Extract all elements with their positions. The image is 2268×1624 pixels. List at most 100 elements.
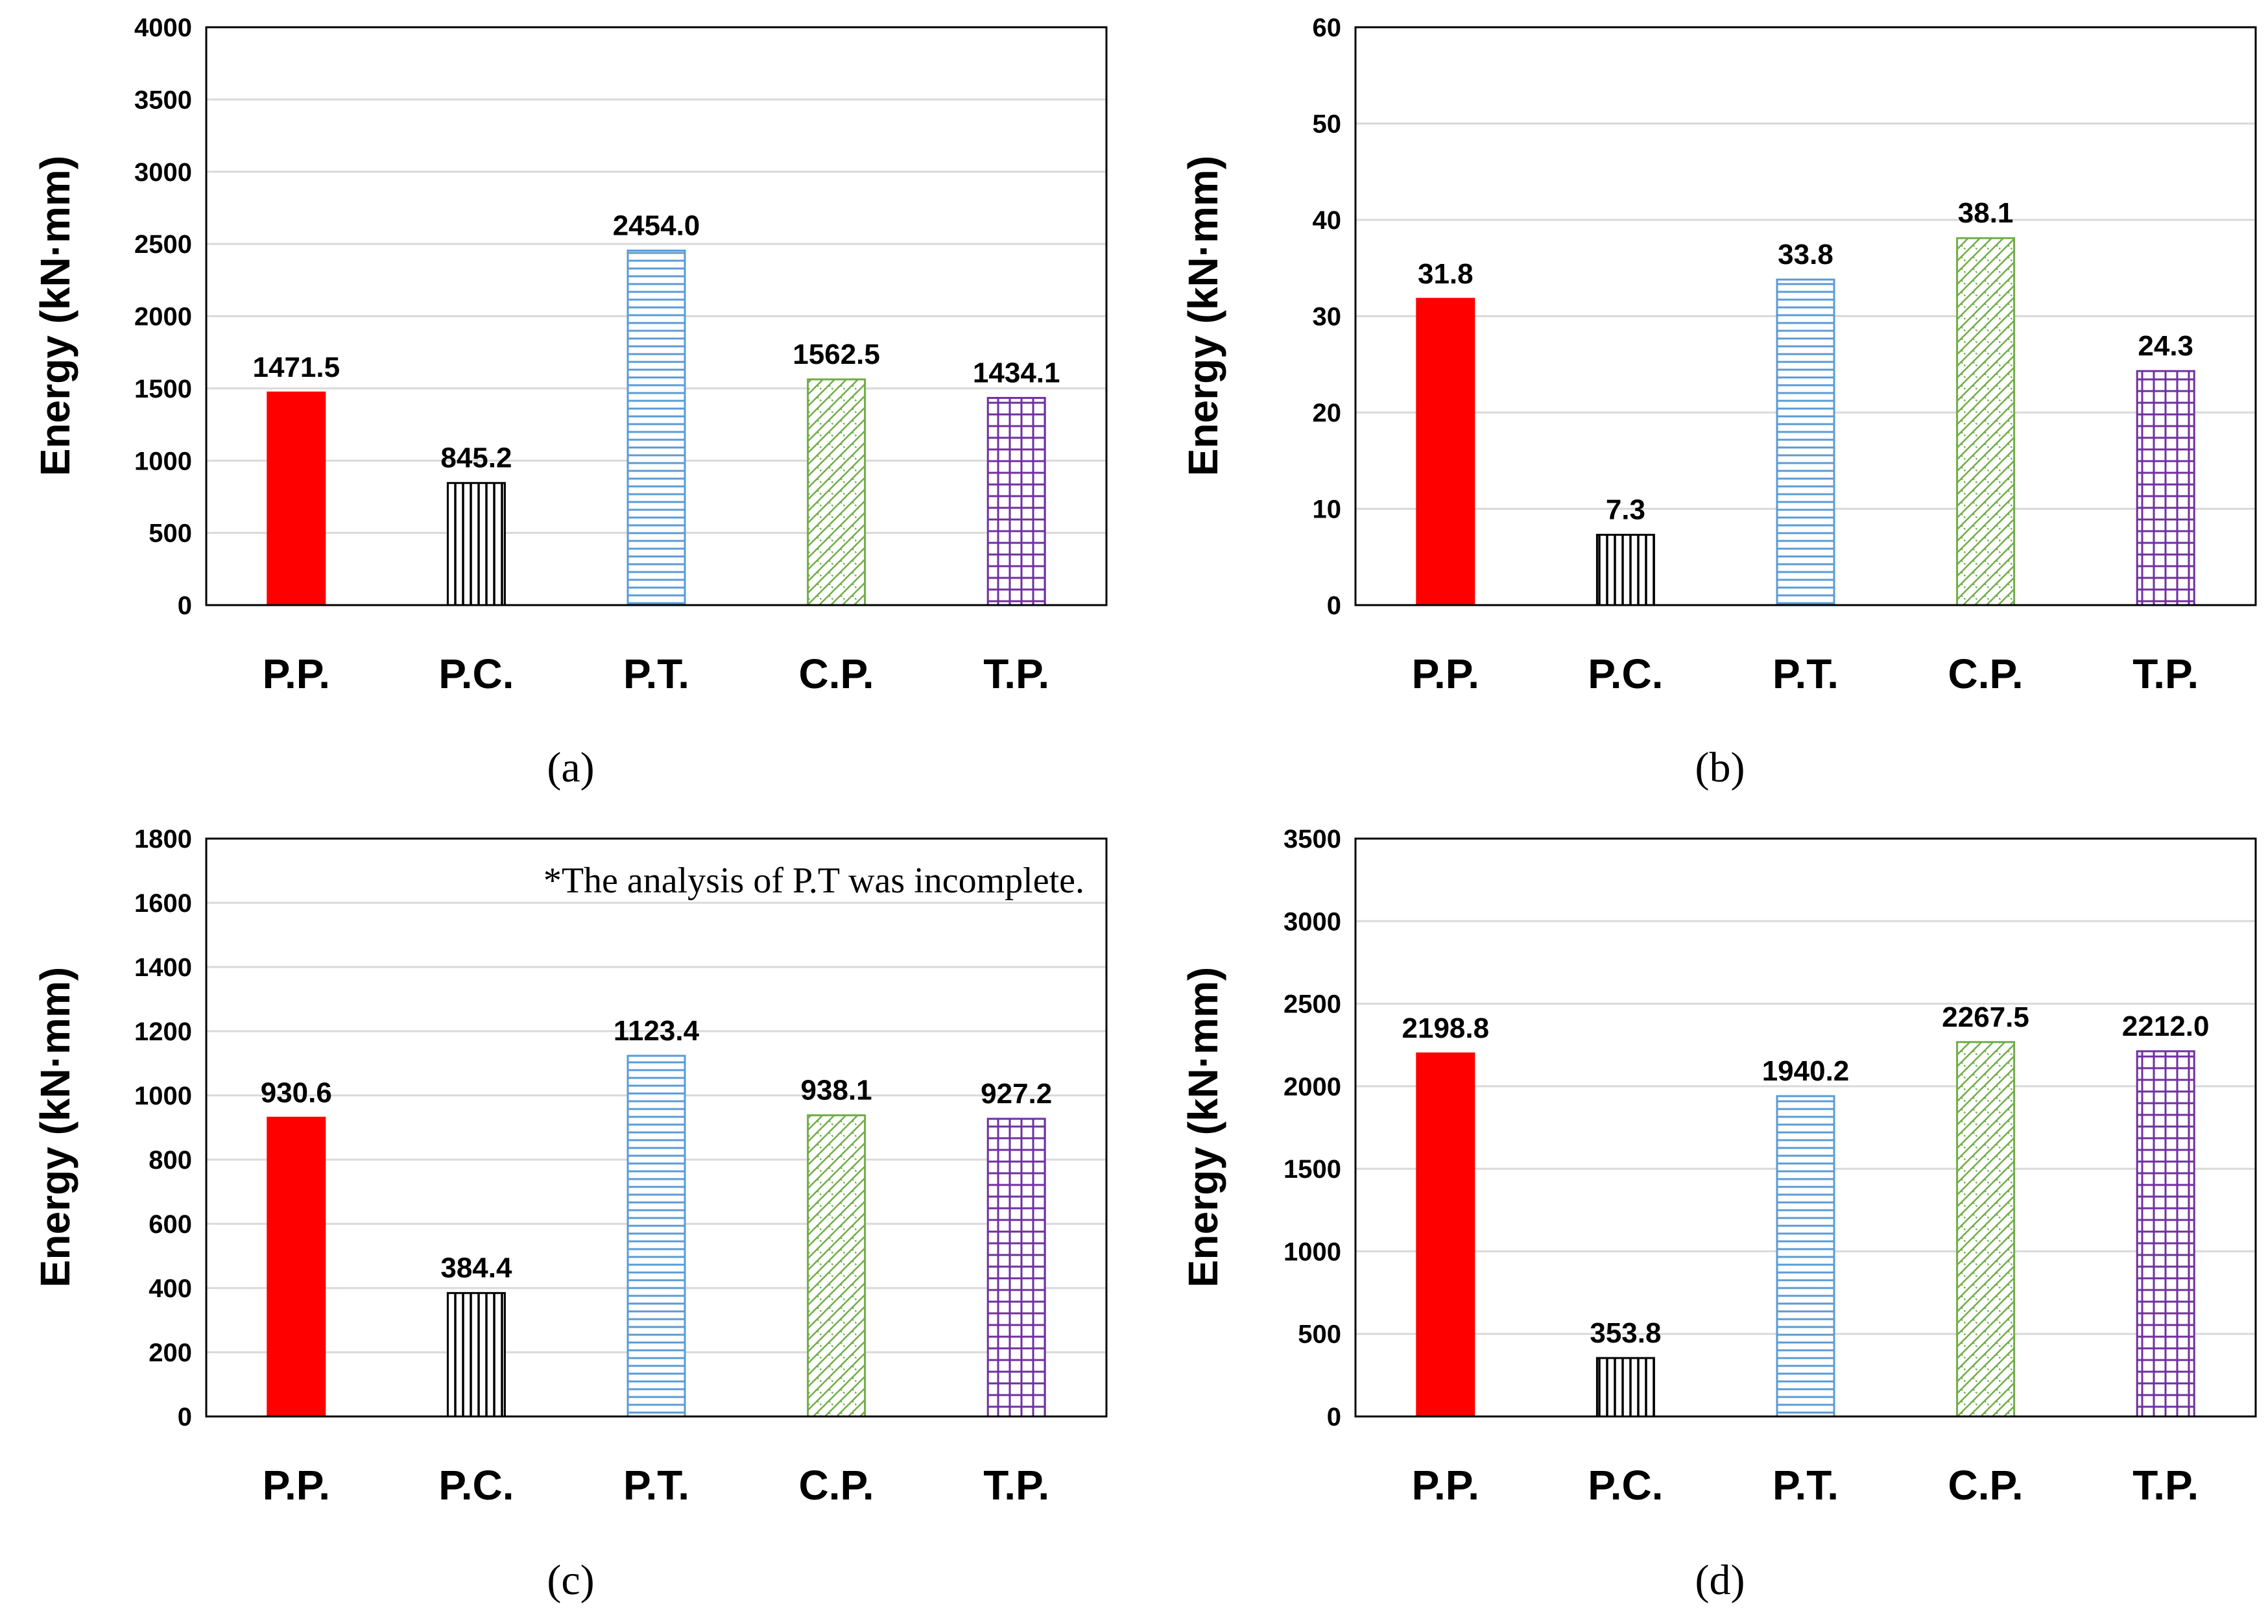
panel-c-value-labels: 930.6 384.4 1123.4 938.1 927.2 [261,1015,1053,1284]
y-tick-label: 200 [149,1339,192,1367]
panel-b-value-labels: 31.8 7.3 33.8 38.1 24.3 [1418,197,2193,525]
panel-b-label: (b) [1695,744,1745,791]
panel-d-frame [1354,837,2257,1418]
y-tick-label: 1000 [134,447,192,475]
y-tick-label: 1000 [134,1082,192,1110]
category-label: P.P. [263,651,330,697]
panel-b: 0 10 20 30 40 50 60 P.P. P.C. P.T. C.P. T.P. 31.8 7… [1180,14,2257,791]
y-tick-label: 1200 [134,1018,192,1046]
y-tick-label: 0 [178,591,192,620]
y-tick-label: 1800 [134,825,192,854]
bar-pp [267,391,326,606]
panel-b-bars [1416,237,2195,606]
y-tick-label: 1500 [134,375,192,403]
bar-tp [986,1117,1046,1418]
data-label: 2212.0 [2122,1010,2210,1042]
category-label: T.P. [2132,1462,2199,1509]
bar-cp [807,378,866,606]
category-label: P.T. [1773,651,1839,697]
bar-tp [986,397,1046,606]
panel-c-label: (c) [547,1557,594,1604]
y-tick-label: 600 [149,1210,192,1239]
data-label: 384.4 [440,1252,512,1284]
panel-b-yticks: 0 10 20 30 40 50 60 [1313,14,1342,620]
bar-pt [1776,1095,1835,1418]
y-tick-label: 2500 [1283,990,1341,1019]
data-label: 1123.4 [614,1015,700,1047]
data-label: 353.8 [1590,1317,1661,1349]
bar-pc [1595,1357,1655,1418]
data-label: 1434.1 [973,357,1060,389]
data-label: 7.3 [1606,494,1645,526]
data-label: 1471.5 [253,352,340,383]
y-tick-label: 1600 [134,889,192,918]
panel-a-yticks: 0 500 1000 1500 2000 2500 3000 3500 4000 [134,14,192,620]
panel-c-bars [267,1055,1046,1418]
panel-c-categories: P.P. P.C. P.T. C.P. T.P. [263,1462,1050,1509]
category-label: T.P. [983,1462,1049,1509]
panel-a: 0 500 1000 1500 2000 2500 3000 3500 4000 P.P. P.C… [32,14,1108,791]
data-label: 2198.8 [1402,1012,1490,1044]
y-tick-label: 4000 [134,14,192,42]
panel-a-bars [267,249,1046,606]
category-label: P.T. [623,1462,689,1509]
panel-d-ylabel: Energy (kN·mm) [1180,967,1226,1287]
bar-pc [1595,534,1655,606]
y-tick-label: 1400 [134,953,192,982]
y-tick-label: 1000 [1283,1237,1341,1266]
y-tick-label: 0 [178,1403,192,1431]
category-label: P.C. [1588,651,1663,697]
category-label: P.T. [623,651,689,697]
panel-d: 0 500 1000 1500 2000 2500 3000 3500 P.P. P.C. P.T… [1180,825,2257,1604]
data-label: 33.8 [1778,239,1833,270]
bar-pp [267,1116,326,1418]
y-tick-label: 50 [1313,110,1342,139]
panel-b-categories: P.P. P.C. P.T. C.P. T.P. [1412,651,2199,697]
category-label: P.C. [1588,1462,1663,1509]
data-label: 24.3 [2138,330,2193,362]
category-label: P.T. [1773,1462,1839,1509]
data-label: 2267.5 [1942,1001,2029,1033]
data-label: 1562.5 [793,339,880,370]
y-tick-label: 800 [149,1146,192,1175]
data-label: 31.8 [1418,258,1474,290]
panel-a-value-labels: 1471.5 845.2 2454.0 1562.5 1434.1 [253,209,1060,473]
category-label: P.P. [263,1462,330,1509]
data-label: 938.1 [801,1075,872,1106]
y-tick-label: 0 [1327,1403,1341,1431]
bar-pp [1416,298,1475,606]
category-label: C.P. [798,651,874,697]
category-label: C.P. [1948,1462,2023,1509]
panel-d-yticks: 0 500 1000 1500 2000 2500 3000 3500 [1283,825,1341,1431]
category-label: P.P. [1412,651,1479,697]
y-tick-label: 500 [1298,1320,1341,1349]
y-tick-label: 20 [1313,399,1342,427]
y-tick-label: 3000 [134,158,192,187]
panel-a-frame [205,26,1108,606]
y-tick-label: 500 [149,519,192,548]
panel-a-ylabel: Energy (kN·mm) [32,156,78,476]
y-tick-label: 30 [1313,303,1342,331]
category-label: P.C. [438,651,514,697]
panel-a-label: (a) [547,744,594,791]
bar-cp [807,1114,866,1418]
bar-pt [1776,278,1835,606]
bar-cp [1956,237,2016,606]
category-label: C.P. [1948,651,2023,697]
y-tick-label: 3500 [134,86,192,114]
data-label: 927.2 [981,1078,1052,1110]
panel-b-frame [1354,26,2257,606]
category-label: T.P. [2132,651,2199,697]
bar-pp [1416,1052,1475,1418]
panel-b-ylabel: Energy (kN·mm) [1180,156,1226,476]
data-label: 2454.0 [613,209,700,241]
data-label: 845.2 [440,442,512,474]
panel-c-yticks: 0 200 400 600 800 1000 1200 1400 1600 1800 [134,825,192,1431]
panel-d-categories: P.P. P.C. P.T. C.P. T.P. [1412,1462,2199,1509]
category-label: T.P. [983,651,1049,697]
panel-a-categories: P.P. P.C. P.T. C.P. T.P. [263,651,1050,697]
y-tick-label: 40 [1313,206,1342,235]
bar-tp [2136,1050,2195,1418]
bar-pc [446,482,506,606]
